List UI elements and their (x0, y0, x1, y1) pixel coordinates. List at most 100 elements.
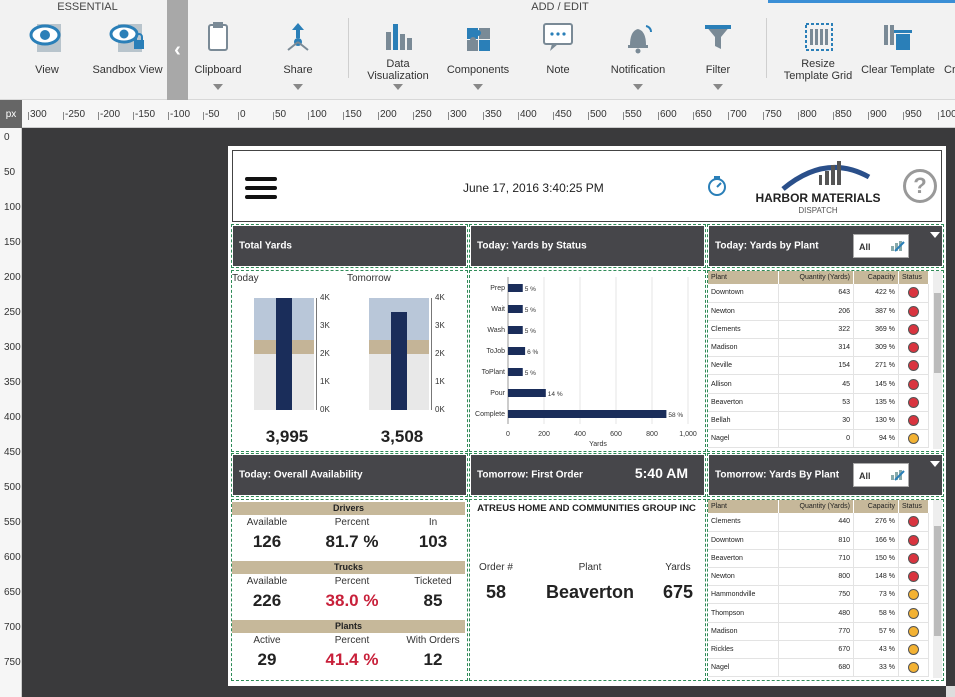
yards-by-status-chart: 0 200 400 600 800 1,000 Prep 5 % Wait 5 % Wash 5 % T… (475, 277, 697, 448)
chevron-down-icon[interactable] (930, 461, 940, 467)
metric-label: Percent (334, 576, 370, 587)
availability-group: Plants Active Percent With Orders 29 41.… (232, 620, 465, 678)
table-row[interactable]: Newton 800 148 % (708, 567, 929, 587)
table-row[interactable]: Beaverton 53 135 % (708, 393, 929, 412)
capacity-cell: 150 % (853, 549, 899, 569)
ruler-tick (833, 112, 834, 120)
table-row[interactable]: Downtown 810 166 % (708, 531, 929, 550)
data-visualization-button[interactable]: Data Visualization (362, 16, 434, 96)
status-cell (898, 429, 929, 449)
ruler-tick-label: 300 (4, 342, 21, 353)
table-row[interactable]: Madison 770 57 % (708, 622, 929, 641)
sandbox-view-button[interactable]: Sandbox View (90, 16, 165, 96)
tile-title: Tomorrow: First Order (477, 469, 583, 481)
column-header[interactable]: Plant (708, 271, 779, 284)
table-row[interactable]: Beaverton 710 150 % (708, 549, 929, 569)
status-dot-icon (908, 360, 919, 372)
tile-title: Today: Yards by Status (477, 240, 587, 252)
collapse-essential-button[interactable]: ‹ (167, 0, 188, 100)
cropped-ribbon-button[interactable]: Cr (944, 64, 955, 76)
components-button[interactable]: Components (443, 16, 513, 96)
ruler-tick-label: 700 (730, 109, 747, 120)
ruler-tick-label: 700 (4, 622, 21, 633)
table-row[interactable]: Rickles 670 43 % (708, 640, 929, 660)
metric-label: Available (246, 576, 288, 587)
notification-button[interactable]: Notification (603, 16, 673, 96)
plant-cell: Madison (708, 622, 779, 641)
dashboard-header: June 17, 2016 3:40:25 PM HARBOR MATERIAL… (232, 150, 942, 222)
table-scrollbar[interactable] (933, 271, 942, 449)
table-scrollbar[interactable] (933, 500, 942, 678)
metric-value: 103 (418, 532, 448, 551)
ruler-tick-label: -250 (65, 109, 86, 120)
table-row[interactable]: Clements 322 369 % (708, 320, 929, 340)
resize-template-grid-button[interactable]: Resize Template Grid (776, 16, 860, 96)
capacity-cell: 135 % (853, 393, 899, 412)
table-row[interactable]: Allison 45 145 % (708, 374, 929, 394)
table-row[interactable]: Neville 154 271 % (708, 356, 929, 376)
status-cell (898, 658, 929, 678)
puzzle-icon (467, 28, 490, 51)
active-group-indicator (768, 0, 955, 3)
view-button[interactable]: View (18, 16, 76, 96)
gauge-scale-label: 3K (320, 321, 330, 330)
plant-filter-select[interactable]: All (853, 234, 909, 258)
column-header[interactable]: Status (898, 500, 929, 513)
ruler-tick (693, 112, 694, 120)
table-row[interactable]: Nagel 0 94 % (708, 429, 929, 449)
ruler-tick-label: 450 (555, 109, 572, 120)
status-dot-icon (908, 414, 919, 426)
column-header[interactable]: Status (898, 271, 929, 284)
clear-template-button[interactable]: Clear Template (860, 16, 936, 96)
plant-cell: Downtown (708, 284, 779, 303)
filter-icon (705, 25, 731, 49)
capacity-cell: 33 % (853, 658, 899, 678)
capacity-cell: 57 % (853, 622, 899, 641)
help-icon[interactable]: ? (903, 169, 937, 203)
tomorrow-plant-filter-select[interactable]: All (853, 463, 909, 487)
metric-percent: 41.4 % (325, 650, 379, 669)
status-cell (898, 374, 929, 394)
table-row[interactable]: Clements 440 276 % (708, 513, 929, 532)
note-button[interactable]: Note (530, 16, 586, 96)
timer-icon[interactable] (706, 175, 728, 197)
chevron-down-icon[interactable] (930, 232, 940, 238)
data-viz-label-line1: Data (386, 58, 410, 70)
table-row[interactable]: Madison 314 309 % (708, 338, 929, 358)
ruler-tick (903, 112, 904, 120)
vertical-ruler: 0 50 100 150 200 250 300 350 400 450 500 550 600 650 7… (0, 128, 22, 697)
status-bar (508, 368, 523, 376)
table-row[interactable]: Thompson 480 58 % (708, 603, 929, 623)
capacity-cell: 422 % (853, 284, 899, 303)
column-header[interactable]: Quantity (Yards) (778, 500, 854, 513)
clipboard-button[interactable]: Clipboard (188, 16, 248, 96)
harbor-materials-logo (781, 161, 871, 191)
plant-cell: Neville (708, 356, 779, 376)
ruler-tick-label: 650 (4, 587, 21, 598)
column-header[interactable]: Capacity (853, 271, 899, 284)
chevron-left-icon: ‹ (174, 38, 181, 61)
capacity-cell: 271 % (853, 356, 899, 376)
column-header[interactable]: Quantity (Yards) (778, 271, 854, 284)
plant-cell: Clements (708, 513, 779, 532)
table-row[interactable]: Downtown 643 422 % (708, 284, 929, 303)
resize-handle[interactable] (946, 686, 955, 697)
status-cell (898, 622, 929, 641)
table-row[interactable]: Nagel 680 33 % (708, 658, 929, 678)
group-title: Trucks (232, 561, 465, 574)
today-total-value: 3,995 (265, 427, 309, 446)
ruler-tick (658, 112, 659, 120)
share-button[interactable]: Share (268, 16, 328, 96)
table-row[interactable]: Bellah 30 130 % (708, 411, 929, 431)
tile-total-yards-header-border (231, 224, 468, 268)
plant-cell: Nagel (708, 429, 779, 449)
hamburger-menu-icon[interactable] (245, 177, 277, 199)
yards-plant-panel: Plant Quantity (Yards) Capacity Status Down… (707, 270, 944, 452)
table-row[interactable]: Newton 206 387 % (708, 302, 929, 321)
column-header[interactable]: Capacity (853, 500, 899, 513)
tomorrow-label: Tomorrow (347, 273, 391, 284)
table-row[interactable]: Hammondville 750 73 % (708, 585, 929, 605)
filter-button[interactable]: Filter (690, 16, 746, 96)
column-header[interactable]: Plant (708, 500, 779, 513)
tile-first-order-header: Tomorrow: First Order 5:40 AM (471, 455, 704, 495)
